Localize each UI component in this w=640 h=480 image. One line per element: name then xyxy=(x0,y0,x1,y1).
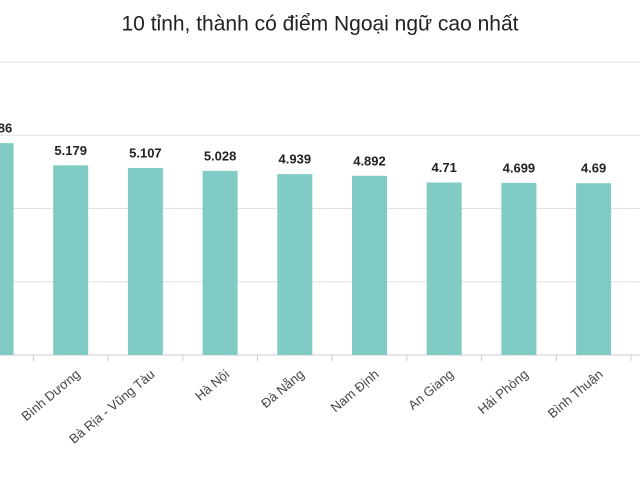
bar xyxy=(127,167,163,355)
bar xyxy=(426,182,462,355)
value-label: 5.179 xyxy=(54,143,87,158)
x-tick-label: Hải Phòng xyxy=(475,366,531,417)
x-tick-label: Đà Nẵng xyxy=(258,366,307,410)
value-label: 4.69 xyxy=(581,161,606,176)
value-label: 4.892 xyxy=(353,153,386,168)
bar xyxy=(53,165,89,355)
x-tick-label: An Giang xyxy=(405,366,456,412)
bar xyxy=(0,143,14,355)
x-tick-label: Nam Định xyxy=(328,366,382,415)
x-tick-label: Hà Nội xyxy=(192,366,232,403)
bar xyxy=(501,182,537,355)
chart-title: 10 tỉnh, thành có điểm Ngoại ngữ cao nhấ… xyxy=(122,13,519,36)
bar xyxy=(277,174,313,355)
bar xyxy=(352,175,387,355)
bar xyxy=(576,183,612,355)
value-label: 4.699 xyxy=(503,160,536,175)
value-label: 5.107 xyxy=(129,145,162,160)
value-label: 5.786 xyxy=(0,121,12,136)
bar xyxy=(202,170,238,355)
value-label: 4.939 xyxy=(279,152,312,167)
value-label: 5.028 xyxy=(204,148,237,163)
x-tick-label: Bình Dương xyxy=(18,366,82,423)
x-tick-label: Bình Thuận xyxy=(545,366,606,421)
value-label: 4.71 xyxy=(432,160,457,175)
